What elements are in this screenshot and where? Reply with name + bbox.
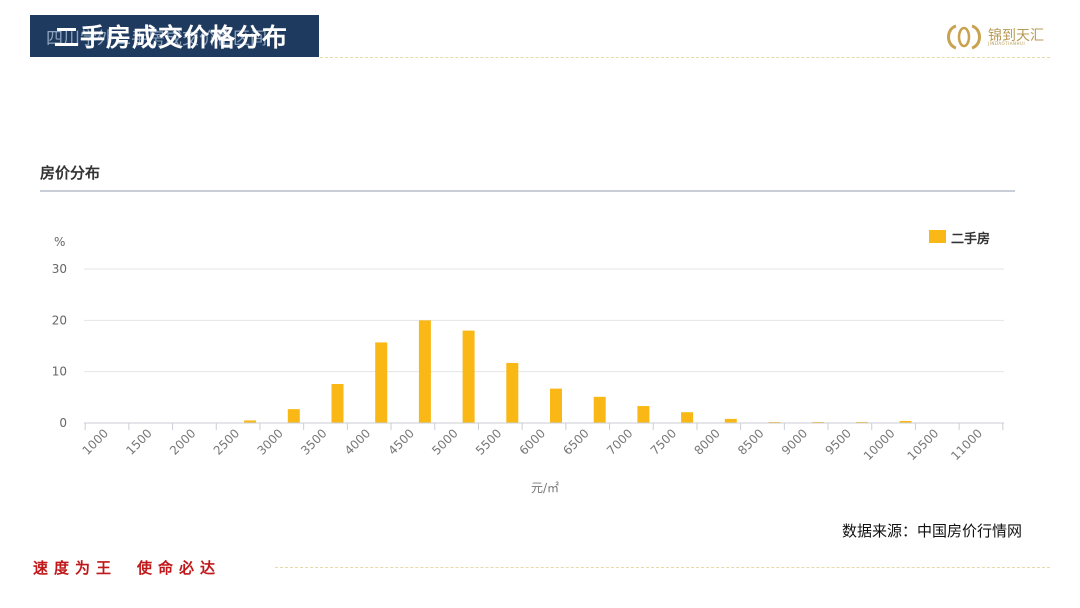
bar (244, 420, 257, 423)
legend: 二手房 (929, 230, 990, 247)
logo-sub-text: JINDAOTIANHUI (988, 41, 1026, 46)
y-tick-label: 10 (52, 365, 67, 379)
x-tick-label: 7500 (648, 426, 679, 457)
bar (899, 420, 912, 423)
slogan: 速度为王 使命必达 (33, 557, 221, 578)
bar (287, 409, 300, 423)
axes (84, 422, 1004, 430)
y-tick-label: 0 (59, 416, 67, 430)
axis-labels: 0 10 20 30% 1000 1500 2000 2500 3000 3500 4000 4500… (52, 235, 985, 495)
x-tick-label: 1500 (123, 426, 154, 457)
x-tick-label: 10000 (861, 426, 898, 463)
x-tick-label: 5000 (429, 426, 460, 457)
x-tick-label: 11000 (948, 426, 985, 463)
y-axis-label: % (54, 235, 65, 249)
legend-label: 二手房 (951, 231, 990, 247)
x-tick-label: 7000 (604, 426, 635, 457)
x-tick-label: 2000 (167, 426, 198, 457)
x-tick-label: 10500 (905, 426, 942, 463)
x-tick-label: 8000 (691, 426, 722, 457)
bar (855, 421, 868, 423)
bar (768, 421, 781, 423)
bar (418, 320, 431, 423)
page-title: 二手房成交价格分布 (54, 23, 289, 52)
title-bar: 四川学外二手房成交价格区间 二手房成交价格分布 (30, 15, 319, 57)
slogan-left: 速度为王 (33, 559, 118, 577)
bar (593, 396, 606, 423)
bar (331, 383, 344, 423)
bar (812, 421, 825, 423)
x-tick-label: 2500 (211, 426, 242, 457)
x-tick-label: 1000 (80, 426, 111, 457)
y-tick-label: 30 (52, 262, 67, 276)
x-tick-label: 5500 (473, 426, 504, 457)
x-tick-label: 9000 (779, 426, 810, 457)
slogan-right: 使命必达 (137, 559, 222, 577)
y-tick-label: 20 (52, 313, 67, 327)
bar (550, 388, 562, 423)
bar (375, 342, 388, 423)
top-divider (320, 57, 1050, 58)
bar (681, 412, 694, 423)
chart-heading: 房价分布 (40, 164, 101, 182)
bar (506, 362, 519, 423)
chart-heading-divider (40, 190, 1015, 192)
x-tick-label: 4000 (342, 426, 373, 457)
ghost-title: 四川学外二手房成交价格区间 (46, 29, 267, 49)
bar (637, 406, 650, 423)
bars (244, 320, 912, 423)
x-tick-label: 3000 (254, 426, 285, 457)
data-source: 数据来源：中国房价行情网 (841, 522, 1022, 540)
x-tick-label: 6000 (517, 426, 548, 457)
x-tick-label: 6500 (560, 426, 591, 457)
legend-swatch (929, 230, 946, 243)
logo-mark-icon (947, 24, 981, 50)
x-tick-label: 3500 (298, 426, 329, 457)
logo: 锦到天汇 JINDAOTIANHUI (942, 22, 1047, 52)
x-axis-label: 元/㎡ (531, 481, 559, 495)
logo-brand-text: 锦到天汇 (988, 28, 1044, 44)
grid-lines (84, 268, 1004, 373)
bottom-divider (275, 567, 1050, 568)
x-tick-label: 9500 (823, 426, 854, 457)
bar (462, 330, 475, 423)
bar (724, 418, 737, 423)
x-tick-label: 8500 (735, 426, 766, 457)
x-tick-label: 4500 (386, 426, 417, 457)
